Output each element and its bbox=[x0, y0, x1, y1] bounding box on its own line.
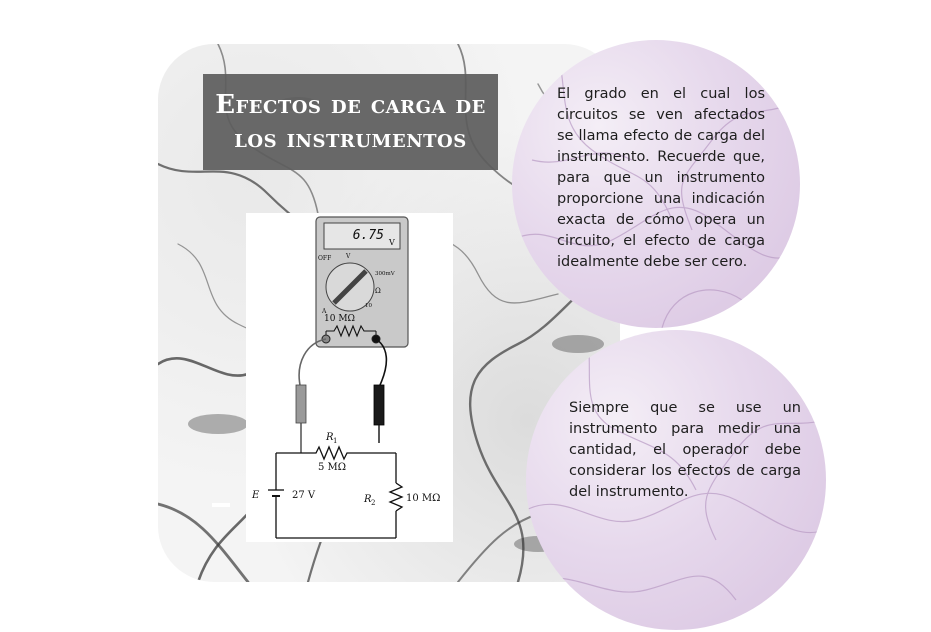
source-value: 27 V bbox=[292, 490, 316, 501]
meter-unit: V bbox=[388, 238, 395, 247]
grey-lead-wire bbox=[298, 338, 327, 386]
dial-v-label: V bbox=[345, 253, 351, 260]
multimeter-circuit-diagram: 6.75 V OFF V 300mV Ω A 10 10 MΩ R 1 5 MΩ bbox=[251, 216, 440, 539]
grey-probe bbox=[295, 384, 307, 424]
r2-value: 10 MΩ bbox=[406, 493, 440, 504]
paragraph-loading-effect: El grado en el cual los circuitos se ven… bbox=[557, 86, 765, 270]
purple-marble-circle-bottom bbox=[526, 330, 826, 630]
purple-marble-circle-top bbox=[512, 40, 800, 328]
dial-pointer bbox=[332, 269, 368, 305]
dial-ohm-label: Ω bbox=[375, 287, 381, 295]
meter-reading: 6.75 bbox=[353, 228, 384, 243]
slide-title: Efectos de carga de los instrumentos bbox=[215, 90, 486, 154]
dial-off-label: OFF bbox=[318, 255, 331, 262]
dial-mv-label: 300mV bbox=[375, 271, 396, 277]
r2-label: R bbox=[363, 494, 372, 505]
r1-resistor bbox=[301, 445, 396, 461]
r1-value: 5 MΩ bbox=[318, 462, 346, 473]
circuit-figure: 6.75 V OFF V 300mV Ω A 10 10 MΩ R 1 5 MΩ bbox=[246, 213, 453, 542]
multimeter-display bbox=[323, 222, 401, 250]
black-probe bbox=[373, 384, 385, 426]
r2-subscript: 2 bbox=[371, 499, 375, 507]
dial-a-label: A bbox=[321, 308, 327, 315]
purple-marble-texture bbox=[512, 40, 800, 328]
decorative-dash bbox=[212, 503, 230, 507]
r1-label: R bbox=[325, 432, 334, 443]
internal-resistor-symbol bbox=[326, 324, 376, 338]
purple-marble-texture bbox=[526, 330, 826, 601]
black-lead-wire bbox=[375, 338, 388, 386]
r2-resistor bbox=[388, 482, 404, 512]
internal-resistance-label: 10 MΩ bbox=[324, 314, 355, 324]
r1-subscript: 1 bbox=[333, 437, 337, 445]
source-label: E bbox=[251, 490, 260, 501]
paragraph-operator-consideration: Siempre que se use un instrumento para m… bbox=[569, 400, 801, 500]
title-banner: Efectos de carga de los instrumentos bbox=[203, 74, 498, 170]
dial-10-label: 10 bbox=[365, 303, 372, 309]
